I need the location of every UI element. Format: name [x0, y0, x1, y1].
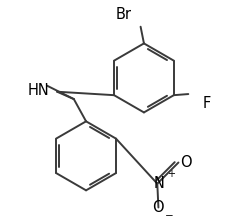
- Text: −: −: [164, 211, 173, 222]
- Text: Br: Br: [116, 7, 131, 22]
- Text: O: O: [152, 200, 164, 215]
- Text: HN: HN: [27, 83, 49, 98]
- Text: O: O: [180, 155, 191, 170]
- Text: F: F: [202, 96, 210, 111]
- Text: +: +: [166, 169, 174, 179]
- Text: N: N: [153, 176, 164, 191]
